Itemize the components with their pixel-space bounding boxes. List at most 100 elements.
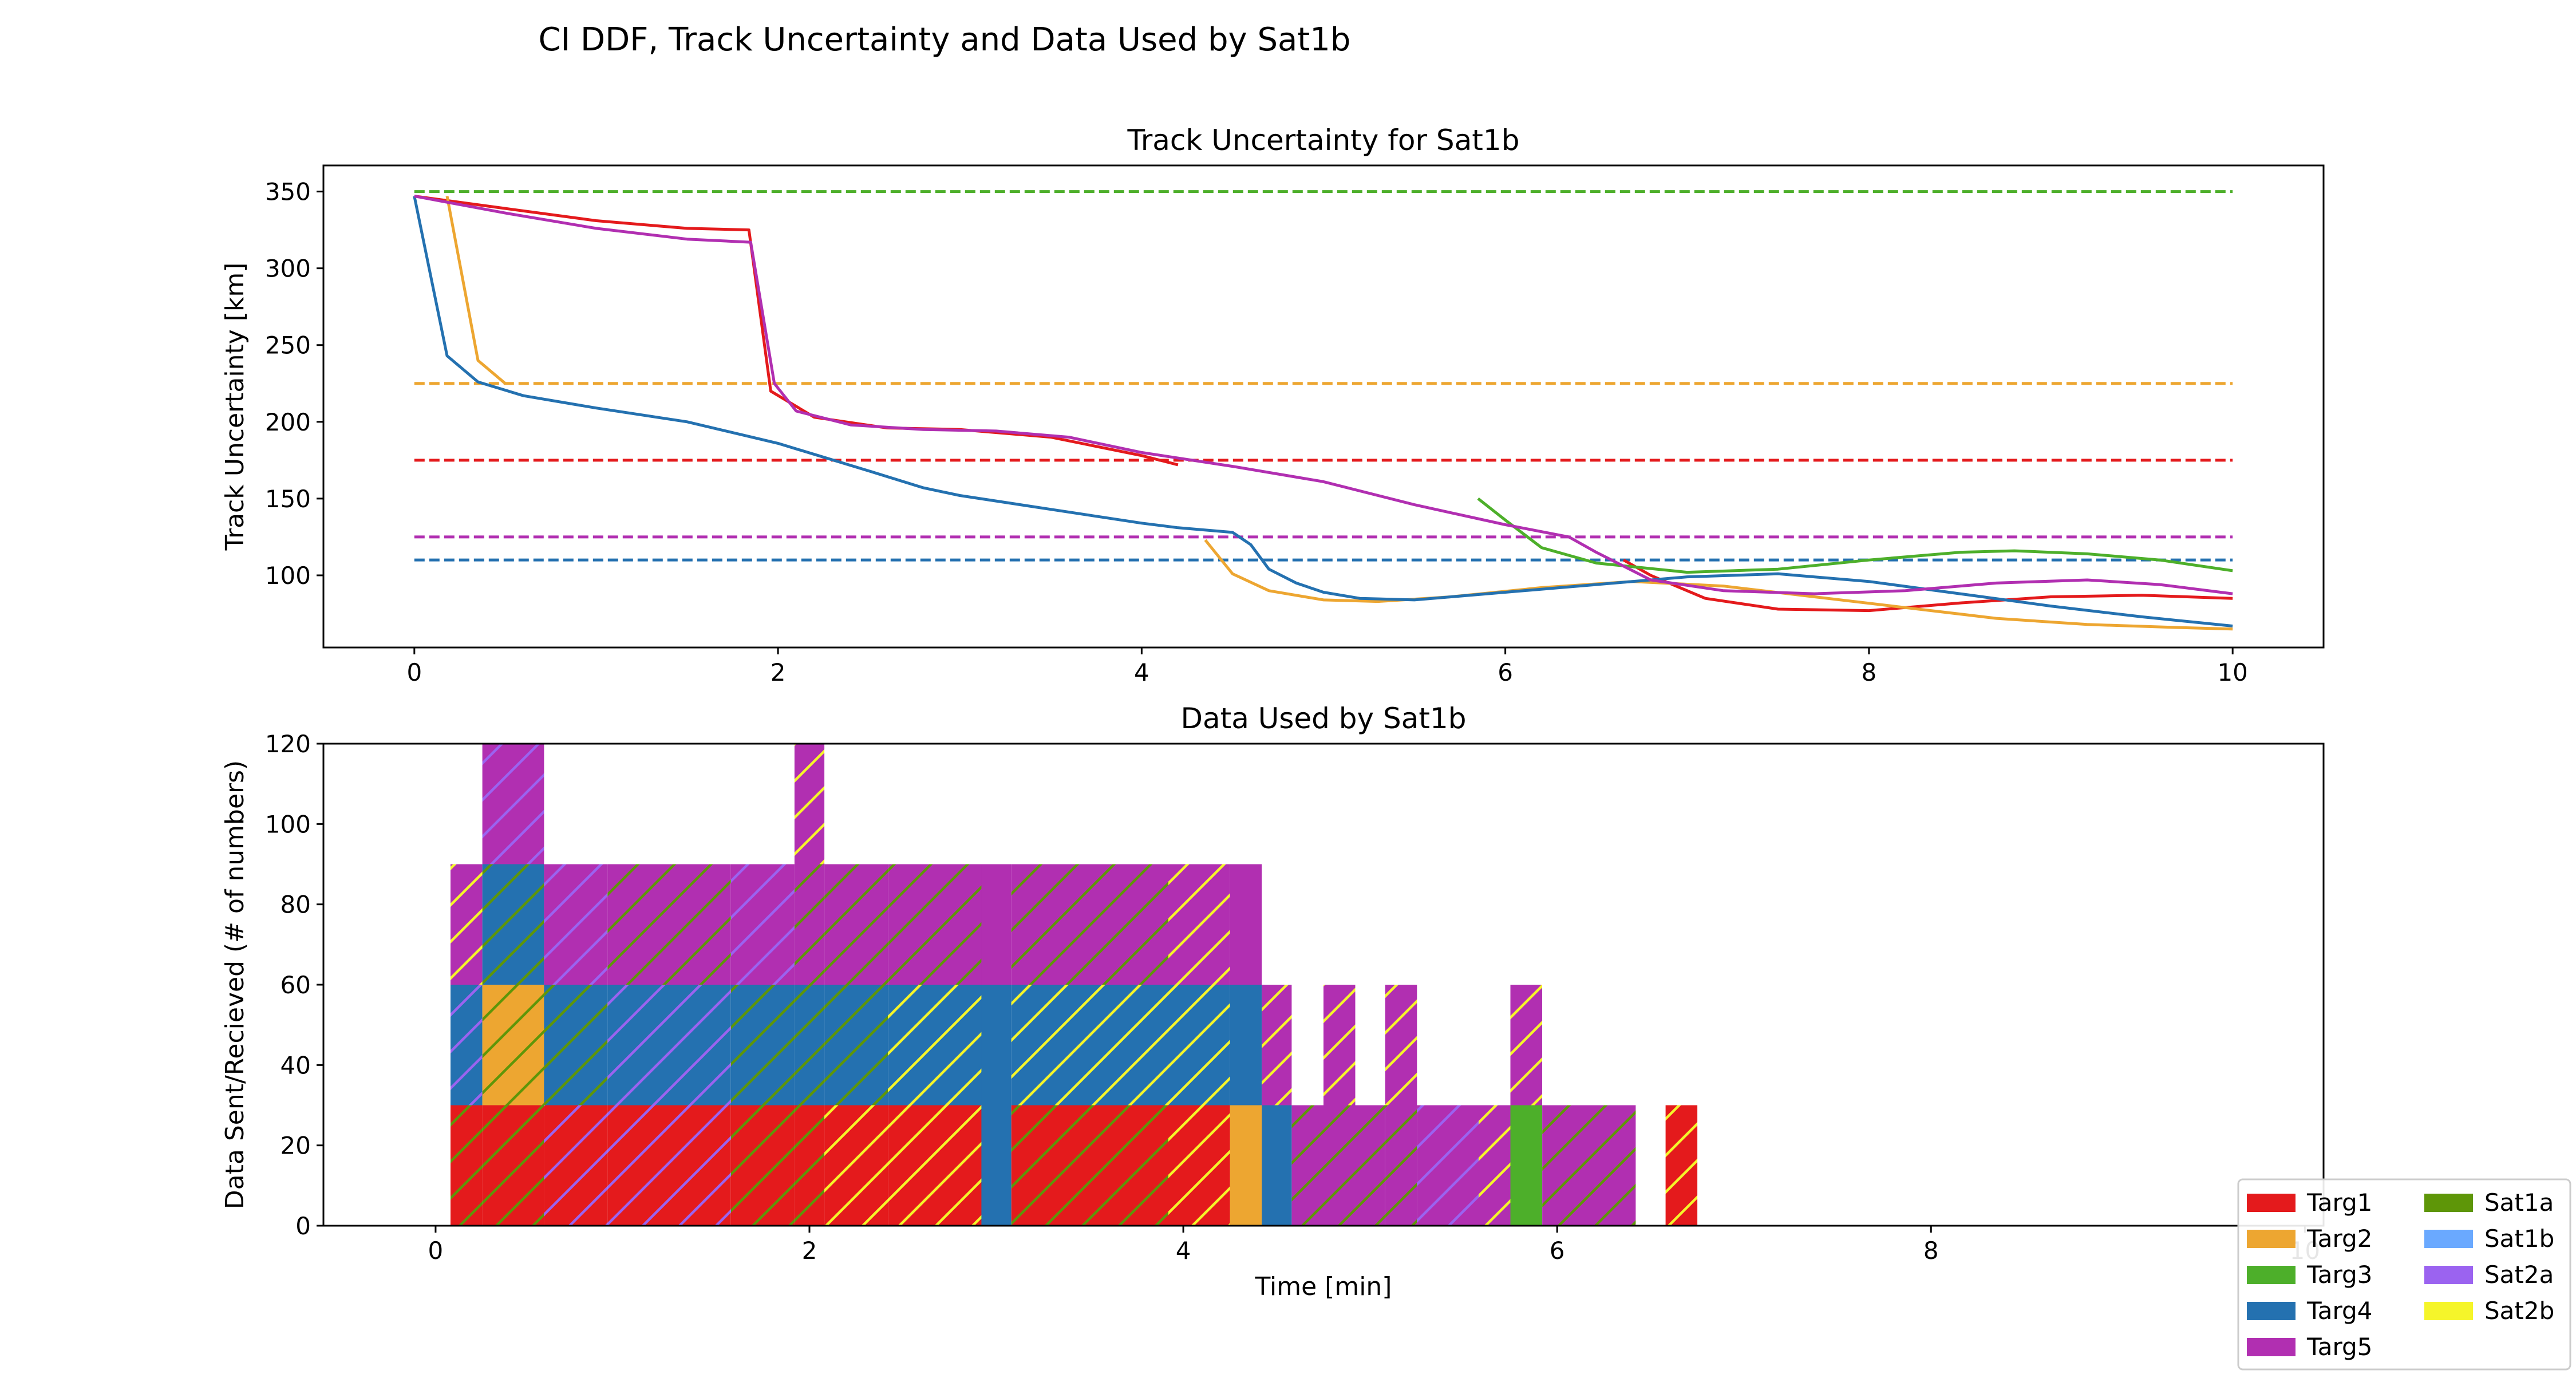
legend-swatch-sat2a xyxy=(2424,1266,2473,1284)
bar-segment-targ4-sat2a xyxy=(607,985,731,1105)
top-x-tick-label: 4 xyxy=(1134,658,1149,686)
legend-label-targ3: Targ3 xyxy=(2306,1261,2372,1289)
top-y-tick-label: 200 xyxy=(265,408,311,436)
uncertainty-line-targ1-1 xyxy=(414,195,1179,467)
bar-segment-targ1-sat1a xyxy=(451,1105,483,1226)
bar-segment-targ4 xyxy=(981,985,1012,1105)
data-used-chart: Data Used by Sat1b 024681002040608010012… xyxy=(220,702,2325,1301)
top-axis-ticks: 0 2 4 6 8 10 100 150 200 250 300 350 xyxy=(265,178,2248,686)
bar-segment-targ5-sat1a xyxy=(1542,1105,1636,1226)
bottom-y-tick-label: 40 xyxy=(280,1051,311,1079)
uncertainty-line-targ3-1 xyxy=(1477,497,2233,574)
top-x-tick-label: 6 xyxy=(1498,658,1513,686)
bar-segment-targ1-sat1a xyxy=(730,1105,795,1226)
bottom-y-tick-label: 120 xyxy=(265,730,311,758)
bar-segment-targ5-sat1a xyxy=(1355,1105,1385,1226)
legend-label-targ5: Targ5 xyxy=(2306,1333,2372,1361)
figure-title: CI DDF, Track Uncertainty and Data Used … xyxy=(539,21,1351,58)
legend-swatch-targ5 xyxy=(2247,1338,2296,1356)
legend-label-sat1a: Sat1a xyxy=(2484,1189,2554,1217)
top-x-tick-label: 8 xyxy=(1862,658,1877,686)
legend: Targ1 Targ2 Targ3 Targ4 Targ5 Sat1a Sat1b Sat2a… xyxy=(2237,1178,2571,1371)
bar-segment-targ1-sat2a xyxy=(544,1105,608,1226)
bar-segment-targ1-sat2b xyxy=(824,1105,888,1226)
bottom-x-tick-label: 4 xyxy=(1176,1237,1191,1265)
bar-segment-targ1-sat1a xyxy=(794,1105,825,1226)
legend-swatch-targ2 xyxy=(2247,1230,2296,1248)
legend-swatch-sat1b xyxy=(2424,1230,2473,1248)
bar-segment-targ5-sat1a xyxy=(824,864,888,985)
bottom-y-tick-label: 60 xyxy=(280,971,311,999)
bar-segment-targ5-sat1a xyxy=(794,864,825,985)
bar-segment-targ1-sat2b xyxy=(888,1105,982,1226)
bar-segment-targ5-sat1a xyxy=(888,864,982,985)
legend-swatch-targ3 xyxy=(2247,1266,2296,1284)
top-y-tick-label: 100 xyxy=(265,562,311,590)
top-chart-title: Track Uncertainty for Sat1b xyxy=(1127,124,1520,157)
legend-swatch-targ1 xyxy=(2247,1194,2296,1212)
bar-segment-targ5-sat2b xyxy=(1385,985,1417,1105)
bottom-chart-title: Data Used by Sat1b xyxy=(1180,702,1466,735)
top-y-tick-label: 250 xyxy=(265,331,311,360)
legend-label-sat2a: Sat2a xyxy=(2484,1261,2554,1289)
uncertainty-line-targ4-1 xyxy=(413,196,2233,627)
bar-segment-targ5-sat2b xyxy=(794,744,825,864)
bottom-y-tick-label: 100 xyxy=(265,810,311,838)
bar-segment-targ4-sat1a xyxy=(544,985,608,1105)
bar-segment-targ5-sat1a xyxy=(607,864,731,985)
top-y-axis-label: Track Uncertainty [km] xyxy=(220,263,250,551)
bar-segment-targ1-sat1a xyxy=(1011,1105,1168,1226)
bar-segment-targ5-sat2a xyxy=(544,864,608,985)
bottom-x-tick-label: 0 xyxy=(428,1237,444,1265)
bar-segment-targ5-sat2a xyxy=(482,744,544,864)
top-plot-area xyxy=(413,190,2233,631)
bar-segment-targ4-sat2b xyxy=(1011,985,1168,1105)
bottom-x-axis-label: Time [min] xyxy=(1255,1272,1392,1301)
track-uncertainty-chart: Track Uncertainty for Sat1b 0 2 4 6 8 10 100 15… xyxy=(220,124,2325,686)
bottom-x-tick-label: 2 xyxy=(802,1237,817,1265)
bar-segment-targ4-sat2a xyxy=(451,985,483,1105)
legend-swatch-sat1a xyxy=(2424,1194,2473,1212)
bar-segment-targ5-sat2a xyxy=(1417,1105,1479,1226)
top-x-tick-label: 0 xyxy=(406,658,422,686)
legend-frame xyxy=(2237,1178,2571,1371)
bottom-y-tick-label: 0 xyxy=(295,1212,311,1240)
legend-label-targ4: Targ4 xyxy=(2306,1297,2372,1325)
bar-segment-targ5-sat1a xyxy=(1323,1105,1356,1226)
bar-segment-targ5-sat1a xyxy=(1385,1105,1417,1226)
bar-segment-targ4 xyxy=(981,1105,1012,1226)
bottom-y-tick-label: 80 xyxy=(280,891,311,919)
bar-segment-targ5-sat2b xyxy=(1323,985,1356,1105)
bar-segment-targ1-sat2a xyxy=(607,1105,731,1226)
bar-segment-targ5 xyxy=(1230,864,1262,985)
legend-label-sat2b: Sat2b xyxy=(2484,1297,2554,1325)
bar-segment-targ4 xyxy=(1262,1105,1292,1226)
legend-label-targ1: Targ1 xyxy=(2306,1189,2372,1217)
bar-segment-targ5-sat2a xyxy=(730,864,795,985)
bar-segment-targ5-sat2b xyxy=(1168,864,1230,985)
bar-segment-targ5-sat2b xyxy=(1479,1105,1511,1226)
bar-segment-targ1-sat2b xyxy=(1168,1105,1230,1226)
bar-segment-targ4 xyxy=(1230,985,1262,1105)
bar-segment-targ5-sat2b xyxy=(1510,985,1542,1105)
bar-segment-targ4-sat1a xyxy=(482,864,544,985)
bottom-plot-area xyxy=(451,744,1698,1226)
bar-segment-targ2-sat1a xyxy=(482,985,544,1105)
top-axes-frame xyxy=(322,164,2325,649)
legend-swatch-sat2b xyxy=(2424,1302,2473,1320)
bottom-x-tick-label: 8 xyxy=(1923,1237,1939,1265)
bar-segment-targ4-sat1a xyxy=(824,985,888,1105)
top-x-tick-label: 2 xyxy=(771,658,786,686)
top-y-tick-label: 300 xyxy=(265,255,311,283)
legend-label-sat1b: Sat1b xyxy=(2484,1225,2554,1253)
bar-segment-targ5-sat1a xyxy=(1011,864,1168,985)
bar-segment-targ2 xyxy=(1230,1105,1262,1226)
bottom-x-tick-label: 6 xyxy=(1550,1237,1565,1265)
bar-segment-targ5-sat1a xyxy=(1291,1105,1323,1226)
bar-segment-targ1-sat2b xyxy=(1665,1105,1698,1226)
uncertainty-line-targ5-1 xyxy=(414,195,2233,595)
bar-segment-targ4-sat1a xyxy=(730,985,795,1105)
bar-segment-targ3 xyxy=(1510,1105,1542,1226)
bottom-y-axis-label: Data Sent/Recieved (# of numbers) xyxy=(220,760,250,1209)
